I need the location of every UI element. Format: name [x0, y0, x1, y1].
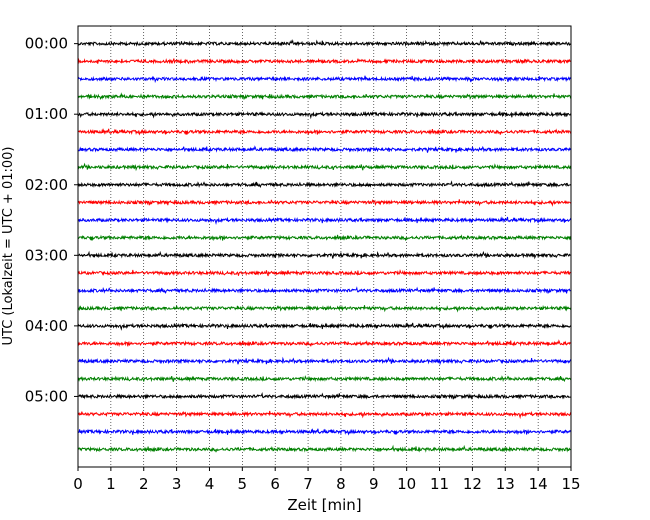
x-tick-label-15: 15 — [561, 475, 580, 493]
trace-row-8 — [77, 180, 572, 189]
trace-row-12 — [77, 250, 572, 260]
x-tick-label-5: 5 — [238, 475, 248, 493]
x-tick-label-13: 13 — [496, 475, 515, 493]
y-axis-label: UTC (Lokalzeit = UTC + 01:00) — [1, 147, 16, 346]
x-tick-label-10: 10 — [397, 475, 416, 493]
y-tick-label-02:00: 02:00 — [25, 176, 68, 194]
trace-row-13 — [77, 269, 572, 277]
grid-lines — [110, 26, 539, 467]
x-tick-label-0: 0 — [73, 475, 83, 493]
trace-row-4 — [77, 110, 572, 120]
x-tick-label-4: 4 — [205, 475, 215, 493]
trace-row-22 — [77, 428, 572, 436]
trace-row-7 — [77, 162, 572, 172]
seismogram-traces — [77, 39, 572, 453]
trace-row-19 — [77, 375, 572, 383]
y-tick-label-01:00: 01:00 — [25, 105, 68, 123]
x-tick-label-2: 2 — [139, 475, 149, 493]
trace-row-16 — [77, 322, 572, 331]
y-tick-label-03:00: 03:00 — [25, 246, 68, 264]
trace-row-20 — [77, 392, 572, 400]
trace-row-17 — [77, 339, 572, 347]
trace-row-21 — [77, 410, 572, 420]
trace-row-10 — [77, 216, 572, 226]
x-tick-label-3: 3 — [172, 475, 182, 493]
x-axis-label: Zeit [min] — [287, 496, 361, 514]
x-tick-label-7: 7 — [303, 475, 313, 493]
x-axis-ticks: 0 1 2 3 4 5 6 7 8 9 10 11 12 13 14 15 — [73, 467, 581, 493]
y-axis-ticks: 00:00 01:00 02:00 03:00 04:00 05:00 — [25, 35, 78, 405]
plot-frame — [77, 25, 572, 468]
x-tick-label-12: 12 — [463, 475, 482, 493]
trace-row-2 — [77, 75, 572, 84]
trace-row-23 — [77, 444, 572, 453]
x-tick-label-8: 8 — [336, 475, 346, 493]
y-tick-label-05:00: 05:00 — [25, 387, 68, 405]
trace-row-5 — [77, 127, 572, 136]
trace-row-14 — [77, 286, 572, 294]
x-tick-label-6: 6 — [270, 475, 280, 493]
trace-row-18 — [77, 356, 572, 366]
x-tick-label-14: 14 — [529, 475, 548, 493]
trace-row-6 — [77, 145, 572, 153]
trace-row-3 — [77, 92, 572, 101]
y-tick-label-00:00: 00:00 — [25, 35, 68, 53]
trace-row-1 — [77, 57, 572, 65]
x-tick-label-1: 1 — [106, 475, 116, 493]
x-tick-label-11: 11 — [430, 475, 449, 493]
y-tick-label-04:00: 04:00 — [25, 317, 68, 335]
trace-row-9 — [77, 199, 572, 207]
trace-row-11 — [77, 234, 572, 242]
trace-row-0 — [77, 39, 572, 47]
trace-row-15 — [77, 304, 571, 313]
x-tick-label-9: 9 — [369, 475, 379, 493]
